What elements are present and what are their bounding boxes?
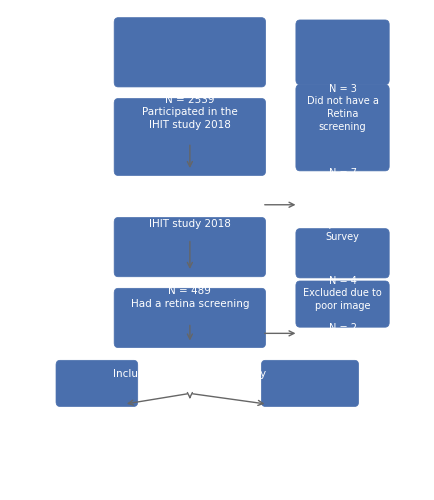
FancyBboxPatch shape — [56, 360, 138, 406]
Text: N = 10
Had DR: N = 10 Had DR — [77, 409, 116, 432]
Text: N = 499
Participated in a complication
screening
IHIT study 2018: N = 499 Participated in a complication s… — [112, 180, 268, 229]
FancyBboxPatch shape — [114, 98, 266, 176]
Text: N = 473
Did not have DR: N = 473 Did not have DR — [267, 409, 352, 432]
FancyBboxPatch shape — [296, 84, 389, 171]
Text: N = 489
Had a retina screening: N = 489 Had a retina screening — [131, 286, 249, 308]
Text: N = 483
Included in the present study: N = 483 Included in the present study — [113, 356, 266, 380]
Text: N = 2539
Participated in the
IHIT study 2018: N = 2539 Participated in the IHIT study … — [142, 94, 238, 130]
Text: N = 7
Not included in
the 2018
Health
Population
Survey: N = 7 Not included in the 2018 Health Po… — [306, 168, 380, 242]
FancyBboxPatch shape — [296, 281, 389, 327]
Text: N = 2
Excluded due to
cataract: N = 2 Excluded due to cataract — [303, 324, 382, 359]
Text: N = 3
Did not have a
Retina
screening: N = 3 Did not have a Retina screening — [306, 84, 378, 132]
FancyBboxPatch shape — [114, 18, 266, 87]
FancyBboxPatch shape — [261, 360, 358, 406]
FancyBboxPatch shape — [296, 228, 389, 278]
FancyBboxPatch shape — [114, 288, 266, 348]
FancyBboxPatch shape — [296, 20, 389, 84]
Text: N = 4
Excluded due to
poor image: N = 4 Excluded due to poor image — [303, 276, 382, 311]
FancyBboxPatch shape — [114, 218, 266, 277]
